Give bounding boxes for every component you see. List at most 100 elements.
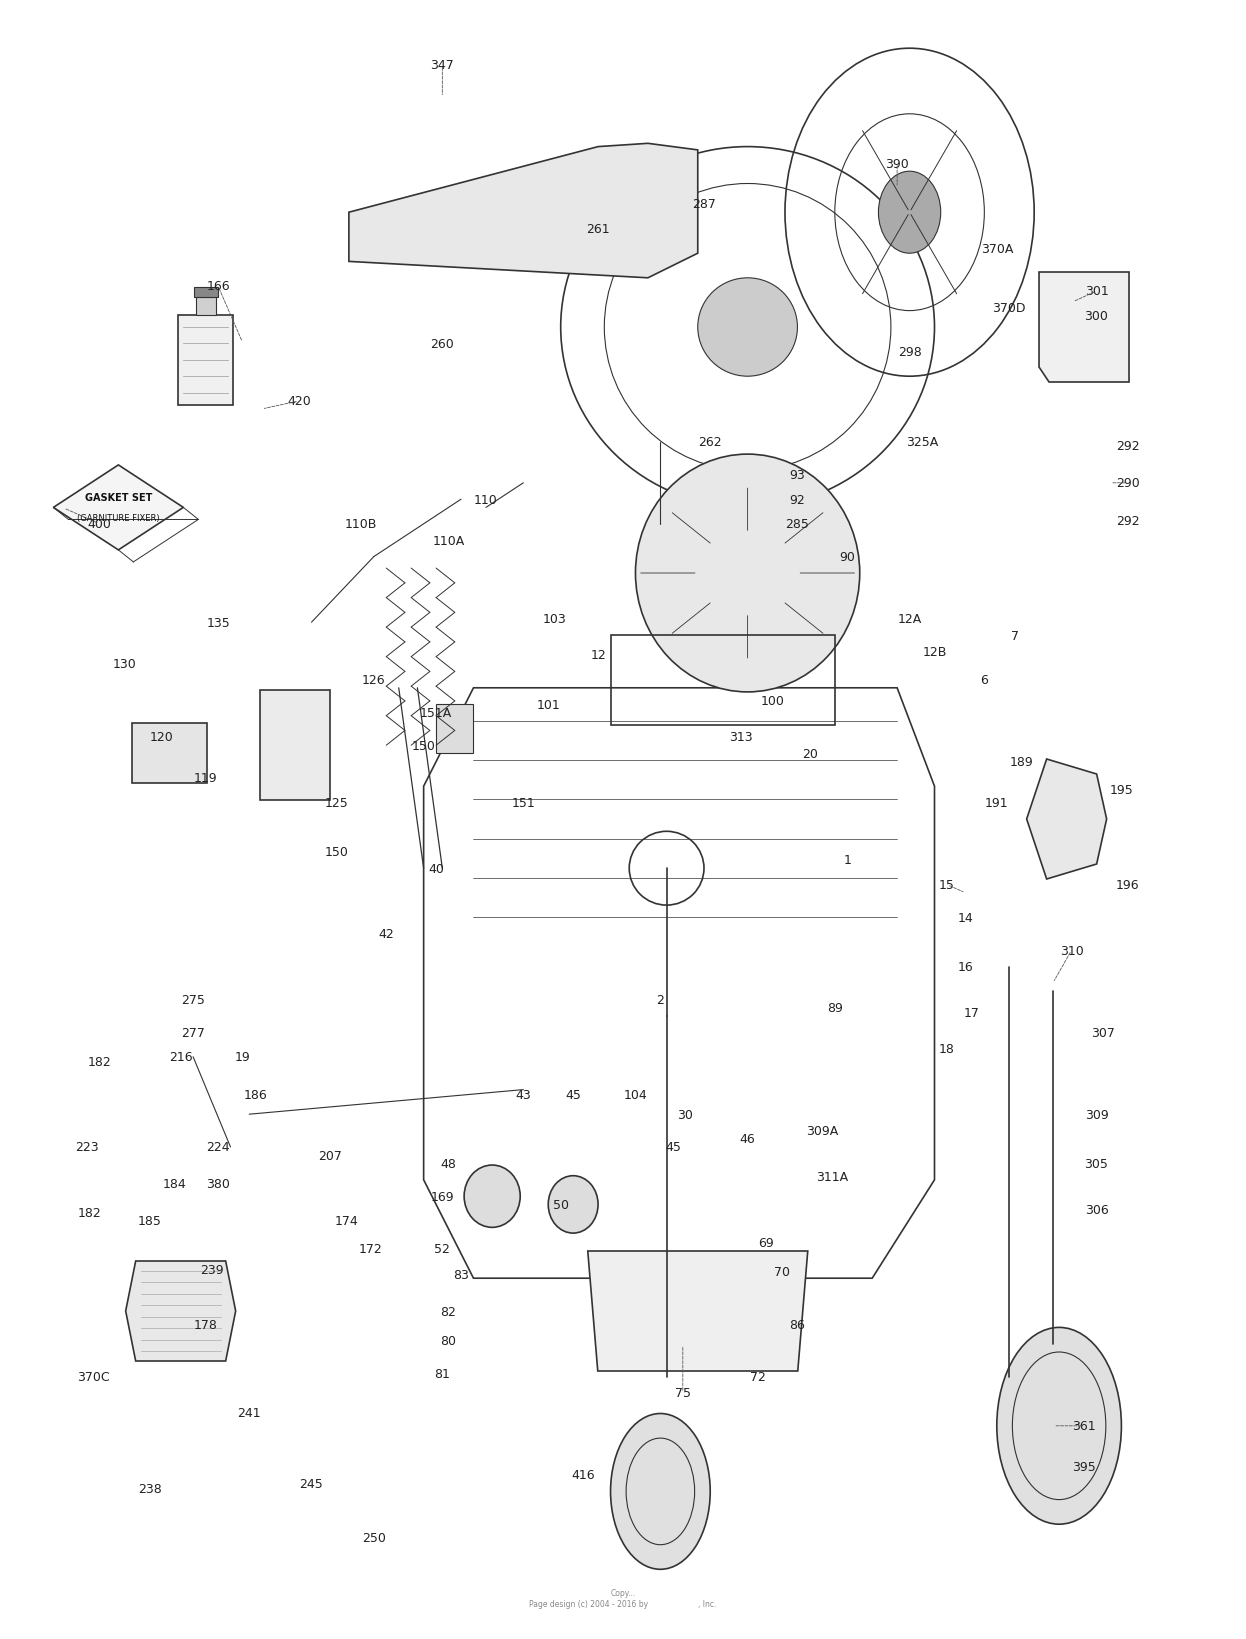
Text: 370D: 370D xyxy=(993,302,1025,315)
Text: 290: 290 xyxy=(1115,477,1140,490)
Text: 262: 262 xyxy=(699,436,721,449)
Text: 260: 260 xyxy=(430,338,455,351)
Text: 309: 309 xyxy=(1084,1108,1109,1121)
Text: 42: 42 xyxy=(379,928,394,941)
Text: 72: 72 xyxy=(750,1370,765,1383)
Text: 119: 119 xyxy=(194,772,217,785)
Text: 70: 70 xyxy=(775,1265,790,1278)
Text: 285: 285 xyxy=(785,518,810,531)
Ellipse shape xyxy=(464,1165,520,1228)
Text: 104: 104 xyxy=(623,1088,648,1101)
Text: 1: 1 xyxy=(844,854,851,867)
Text: 292: 292 xyxy=(1116,439,1139,452)
Text: 46: 46 xyxy=(740,1133,755,1146)
Text: 92: 92 xyxy=(790,493,805,506)
Text: 311A: 311A xyxy=(816,1170,849,1183)
Text: 86: 86 xyxy=(790,1318,805,1331)
Polygon shape xyxy=(588,1251,807,1372)
Polygon shape xyxy=(1039,272,1129,384)
Text: 195: 195 xyxy=(1109,783,1134,797)
Text: 151: 151 xyxy=(511,797,536,810)
Text: 151A: 151A xyxy=(420,706,452,720)
Text: 166: 166 xyxy=(207,280,229,293)
Text: 261: 261 xyxy=(587,223,609,236)
Text: 292: 292 xyxy=(1116,515,1139,528)
Text: 45: 45 xyxy=(665,1141,680,1154)
Ellipse shape xyxy=(611,1413,710,1570)
Text: 135: 135 xyxy=(206,616,231,629)
Text: 191: 191 xyxy=(986,797,1008,810)
Text: 370A: 370A xyxy=(981,243,1013,256)
Polygon shape xyxy=(436,705,473,754)
Text: 182: 182 xyxy=(87,1056,112,1069)
Text: 80: 80 xyxy=(441,1334,456,1347)
Text: 16: 16 xyxy=(958,960,973,974)
Text: 93: 93 xyxy=(790,469,805,482)
Text: 45: 45 xyxy=(566,1088,581,1101)
Text: 277: 277 xyxy=(181,1026,206,1039)
Polygon shape xyxy=(126,1262,235,1360)
Text: 400: 400 xyxy=(87,518,112,531)
Text: 298: 298 xyxy=(897,346,922,359)
Text: 370C: 370C xyxy=(77,1370,110,1383)
Text: 390: 390 xyxy=(885,157,910,170)
Text: 83: 83 xyxy=(454,1269,468,1282)
Text: 189: 189 xyxy=(1009,756,1034,769)
Text: 239: 239 xyxy=(201,1264,223,1277)
Text: 75: 75 xyxy=(675,1387,690,1400)
Text: 307: 307 xyxy=(1090,1026,1115,1039)
Text: 20: 20 xyxy=(802,747,817,760)
Text: 301: 301 xyxy=(1084,285,1109,298)
Text: 110B: 110B xyxy=(345,518,378,531)
Text: 12B: 12B xyxy=(922,646,947,659)
Text: 48: 48 xyxy=(441,1157,456,1170)
Text: 18: 18 xyxy=(939,1042,954,1056)
Text: 185: 185 xyxy=(137,1214,162,1228)
Text: 50: 50 xyxy=(553,1198,568,1211)
Text: 182: 182 xyxy=(77,1206,102,1219)
Text: 150: 150 xyxy=(324,846,349,859)
Text: 300: 300 xyxy=(1084,310,1109,323)
Ellipse shape xyxy=(698,279,797,377)
Text: 81: 81 xyxy=(435,1367,450,1380)
Text: 275: 275 xyxy=(181,993,206,1006)
Text: 287: 287 xyxy=(692,198,716,211)
Text: 309A: 309A xyxy=(806,1124,839,1137)
Text: 43: 43 xyxy=(516,1088,531,1101)
Text: 30: 30 xyxy=(678,1108,693,1121)
Text: 125: 125 xyxy=(324,797,349,810)
Text: 420: 420 xyxy=(287,395,312,408)
Text: 325A: 325A xyxy=(906,436,938,449)
Text: 89: 89 xyxy=(827,1001,842,1015)
Text: 216: 216 xyxy=(169,1051,192,1064)
Text: 17: 17 xyxy=(964,1006,979,1019)
Text: 69: 69 xyxy=(759,1236,774,1249)
Text: 7: 7 xyxy=(1012,629,1019,642)
Text: 82: 82 xyxy=(441,1305,456,1318)
Text: 395: 395 xyxy=(1072,1460,1096,1473)
Bar xyxy=(193,287,218,298)
Text: 100: 100 xyxy=(760,695,785,708)
Text: 306: 306 xyxy=(1084,1203,1109,1216)
Text: 110: 110 xyxy=(473,493,498,506)
Text: 196: 196 xyxy=(1116,879,1139,892)
Ellipse shape xyxy=(635,456,860,692)
Polygon shape xyxy=(54,465,183,551)
Polygon shape xyxy=(132,724,207,783)
Text: 241: 241 xyxy=(238,1406,260,1419)
Text: 223: 223 xyxy=(76,1141,98,1154)
Text: 347: 347 xyxy=(430,59,455,72)
Text: 2: 2 xyxy=(657,993,664,1006)
Text: 184: 184 xyxy=(162,1177,187,1190)
Polygon shape xyxy=(349,144,698,279)
Ellipse shape xyxy=(548,1177,598,1233)
Text: 52: 52 xyxy=(435,1242,450,1255)
Bar xyxy=(178,316,233,405)
Text: 305: 305 xyxy=(1084,1157,1109,1170)
Text: 186: 186 xyxy=(243,1088,268,1101)
Text: 110A: 110A xyxy=(432,534,465,547)
Text: 90: 90 xyxy=(840,551,855,564)
Text: 313: 313 xyxy=(730,731,753,744)
Text: 150: 150 xyxy=(411,739,436,752)
Ellipse shape xyxy=(878,172,941,254)
